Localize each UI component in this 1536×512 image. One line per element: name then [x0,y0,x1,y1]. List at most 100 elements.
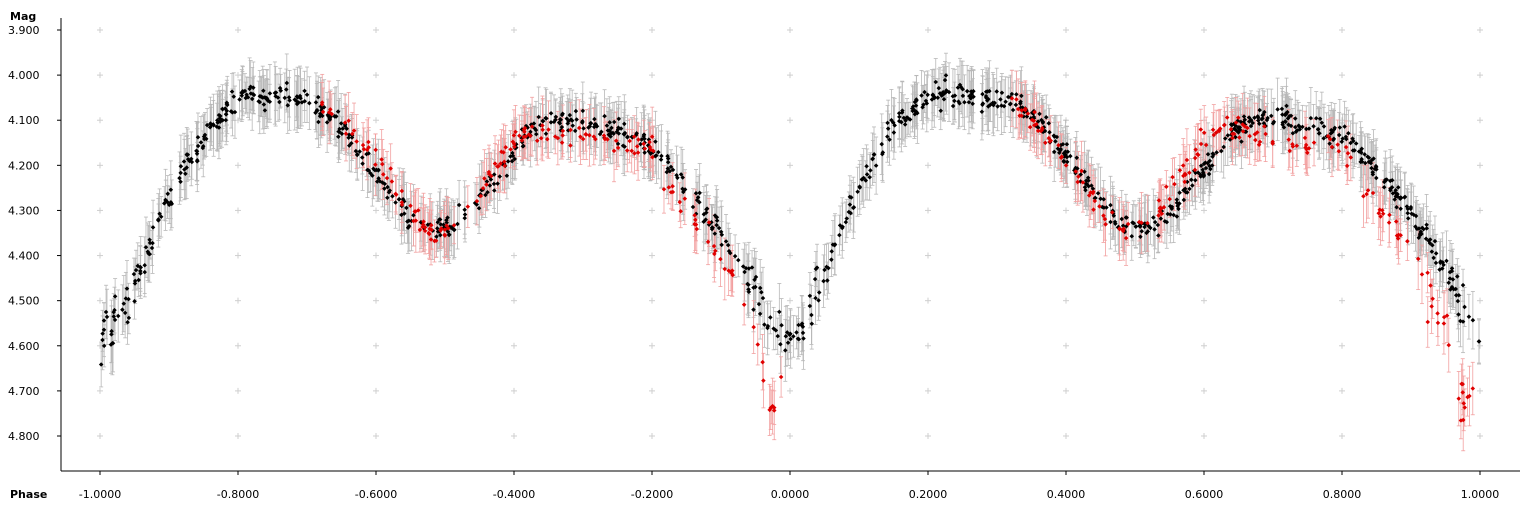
grid-marker [1339,433,1345,439]
black-data-point [1402,195,1407,200]
red-data-point [1123,235,1129,241]
red-data-point [1460,390,1465,395]
black-data-point [126,315,132,321]
black-data-point [1064,154,1070,160]
red-data-point [1121,226,1126,231]
black-data-point [1424,222,1429,228]
grid-marker [235,27,241,33]
black-data-point [1313,115,1319,121]
red-data-point [354,139,359,144]
black-data-point [864,163,869,169]
black-data-point [625,135,630,140]
black-data-point [1329,127,1334,133]
black-data-point [1155,222,1161,228]
red-data-point [438,228,443,233]
black-data-point [1431,255,1436,261]
red-data-point [1109,210,1115,215]
red-data-point [1461,401,1467,406]
black-data-point [1368,160,1374,166]
black-data-point [1393,187,1398,193]
black-data-point [1047,130,1052,135]
black-data-point [642,150,647,155]
black-data-point [1456,312,1461,317]
red-data-point [1228,126,1234,132]
black-data-point [122,310,128,316]
black-data-point [1138,234,1143,240]
grid-marker [97,117,103,124]
black-data-point [1423,236,1429,242]
red-data-point [760,359,765,365]
black-data-point [98,362,104,367]
red-data-point [1196,152,1201,158]
red-data-point [373,162,378,167]
black-data-point [1427,240,1433,246]
black-data-point [825,278,830,283]
black-data-point [757,285,763,291]
black-data-point [743,266,749,271]
grid-marker [235,433,241,439]
red-data-point [1386,220,1392,225]
black-data-point [1221,144,1226,150]
black-data-point [1098,196,1103,201]
black-data-point [1450,277,1456,282]
red-data-point [1460,417,1466,423]
black-data-point [1279,106,1285,112]
red-data-point [1198,141,1204,147]
black-data-point [178,179,183,184]
black-data-point [753,284,758,290]
black-data-point [1104,205,1109,210]
red-data-point [1398,233,1403,238]
grid-marker [235,297,241,304]
red-data-point [1344,163,1350,169]
red-data-point [503,145,508,150]
black-data-point [824,264,829,270]
grid-marker [1201,72,1207,79]
black-data-point [783,334,789,339]
grid-marker [787,387,793,394]
red-data-point [1287,148,1292,154]
grid-marker [1339,207,1345,214]
black-data-point [1084,181,1090,187]
red-data-point [1405,239,1410,244]
black-data-point [1064,159,1070,165]
black-data-point [1236,125,1241,131]
y-tick-label: 4.800 [8,430,40,443]
red-data-point [1235,115,1241,120]
grid-marker [1201,252,1207,259]
y-tick-label: 4.600 [8,340,40,353]
black-data-point [1222,136,1228,141]
black-data-point [751,307,756,312]
grid-marker [1063,72,1069,79]
red-data-point [1198,127,1204,132]
red-data-point [1230,131,1235,137]
red-data-point [1167,196,1172,202]
red-data-point [1224,115,1230,120]
red-data-point [771,405,777,410]
grid-marker [1477,27,1483,33]
red-data-point [1364,191,1369,197]
grid-marker [787,72,793,79]
black-data-point [1330,137,1336,143]
black-data-point [816,298,821,303]
grid-marker [925,162,931,169]
red-data-point [388,166,393,171]
grid-marker [1063,342,1069,349]
red-data-point [722,266,728,272]
black-data-point [497,174,503,179]
black-data-point [757,311,763,317]
black-data-point [1169,204,1175,210]
red-data-point [444,223,449,228]
grid-marker [649,252,655,259]
red-data-point [1102,216,1108,222]
black-data-point [736,257,741,263]
grid-marker [97,387,103,394]
black-data-point [104,314,110,320]
red-data-point [1380,208,1385,213]
red-data-point [1170,174,1175,180]
red-data-point [1136,219,1142,225]
black-data-point [1285,116,1291,121]
black-data-point [1306,126,1312,131]
black-data-point [1255,115,1261,120]
red-data-point [364,147,370,153]
black-data-point [1052,134,1057,139]
